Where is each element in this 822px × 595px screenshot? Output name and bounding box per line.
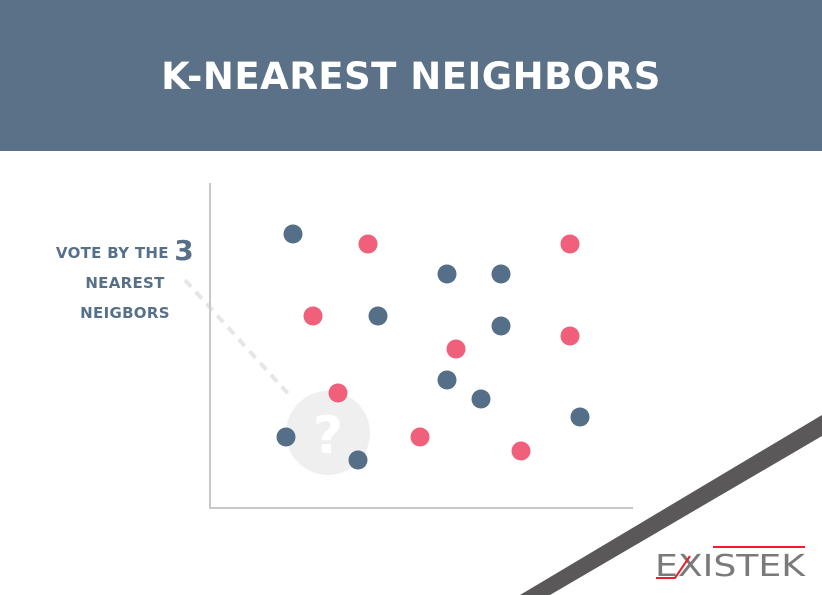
header-banner: [0, 0, 822, 151]
pink-point: [328, 383, 348, 403]
page-title: K-NEAREST NEIGHBORS: [161, 55, 661, 98]
logo-text: EXISTEK: [655, 549, 807, 584]
pink-point: [446, 339, 466, 359]
pink-point: [303, 306, 323, 326]
blue-point: [491, 264, 511, 284]
blue-point: [368, 306, 388, 326]
existek-logo: EXISTEK: [655, 546, 807, 584]
blue-point: [471, 389, 491, 409]
decorative-stripe: [520, 415, 822, 595]
blue-point: [283, 224, 303, 244]
blue-point: [491, 316, 511, 336]
label-k-value: 3: [174, 234, 195, 267]
blue-point: [276, 427, 296, 447]
label-line2: NEAREST: [85, 274, 165, 292]
blue-point: [437, 264, 457, 284]
annotation-label: VOTE BY THE 3 NEAREST NEIGBORS: [40, 236, 210, 328]
label-line3: NEIGBORS: [80, 304, 170, 322]
logo-red-mark: [656, 555, 691, 579]
query-symbol: ?: [313, 406, 343, 466]
pink-point: [358, 234, 378, 254]
pointer-dashed-line: [183, 278, 294, 400]
blue-point: [570, 407, 590, 427]
blue-point: [348, 450, 368, 470]
blue-point: [437, 370, 457, 390]
pink-point: [511, 441, 531, 461]
label-line1: VOTE BY THE: [55, 244, 169, 262]
pink-point: [560, 326, 580, 346]
pink-point: [410, 427, 430, 447]
pink-point: [560, 234, 580, 254]
query-circle: [286, 391, 370, 475]
points-group: [276, 224, 590, 470]
